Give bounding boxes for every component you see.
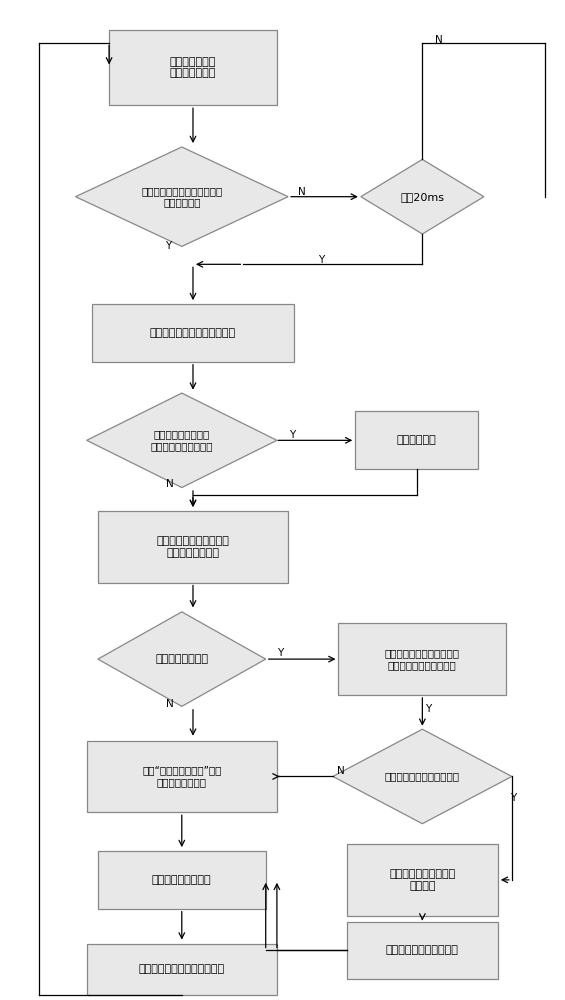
Text: 将控制信号发送给接口控制器: 将控制信号发送给接口控制器: [139, 964, 225, 974]
Text: 对传感器测量的数据信息
进行健康状态诊断: 对传感器测量的数据信息 进行健康状态诊断: [157, 536, 229, 558]
Polygon shape: [76, 147, 288, 246]
Text: N: N: [337, 766, 345, 776]
Text: 发送某个或某几个传感器失
效信息给余度数据处理器: 发送某个或某几个传感器失 效信息给余度数据处理器: [385, 648, 460, 670]
FancyBboxPatch shape: [92, 304, 294, 362]
FancyBboxPatch shape: [98, 511, 288, 583]
Text: N: N: [298, 187, 306, 197]
Text: 相应的余度传感器是否失效: 相应的余度传感器是否失效: [385, 771, 460, 781]
Text: 各传感器是否失效: 各传感器是否失效: [155, 654, 208, 664]
Text: N: N: [166, 699, 173, 709]
Polygon shape: [86, 393, 277, 488]
Polygon shape: [98, 612, 266, 706]
Text: 传感器故障下的应急控制: 传感器故障下的应急控制: [386, 945, 459, 955]
Text: 采集各传感器测量的数据信息: 采集各传感器测量的数据信息: [150, 328, 236, 338]
Polygon shape: [361, 159, 484, 234]
Text: Y: Y: [164, 241, 171, 251]
Text: 初始状态检测: 初始状态检测: [397, 435, 437, 445]
Text: 进行导航和控制解算: 进行导航和控制解算: [152, 875, 212, 885]
Text: 是否接收到余度数据处理器的
同步应答信号: 是否接收到余度数据处理器的 同步应答信号: [141, 186, 223, 207]
Text: 发送“所有传感器正常”信息
给余度数据处理器: 发送“所有传感器正常”信息 给余度数据处理器: [142, 766, 221, 787]
FancyBboxPatch shape: [355, 411, 479, 469]
Text: 等待20ms: 等待20ms: [401, 192, 444, 202]
FancyBboxPatch shape: [86, 944, 277, 995]
FancyBboxPatch shape: [109, 30, 277, 105]
Text: Y: Y: [425, 704, 431, 714]
Polygon shape: [333, 729, 512, 824]
Text: Y: Y: [510, 793, 516, 803]
FancyBboxPatch shape: [347, 922, 498, 979]
Text: N: N: [166, 479, 173, 489]
Text: Y: Y: [319, 255, 325, 265]
FancyBboxPatch shape: [338, 623, 506, 695]
Text: Y: Y: [289, 430, 295, 440]
FancyBboxPatch shape: [98, 851, 266, 909]
FancyBboxPatch shape: [86, 741, 277, 812]
Text: Y: Y: [277, 648, 284, 658]
Text: 发送同步信号给
余度数据处理器: 发送同步信号给 余度数据处理器: [170, 57, 216, 78]
Text: 是否是第一次接收到
传感器测量的数据信息: 是否是第一次接收到 传感器测量的数据信息: [150, 430, 213, 451]
FancyBboxPatch shape: [347, 844, 498, 916]
Text: 接收对应的余度传感器
故障信息: 接收对应的余度传感器 故障信息: [389, 869, 455, 891]
Text: N: N: [435, 35, 443, 45]
